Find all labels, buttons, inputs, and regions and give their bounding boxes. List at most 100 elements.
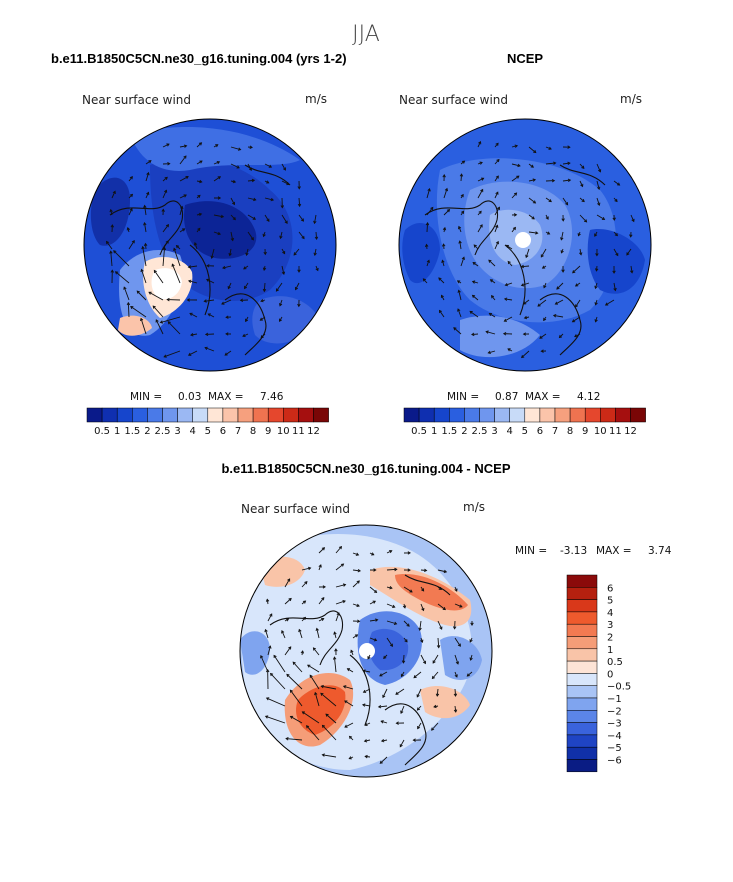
coastline bbox=[269, 574, 451, 766]
field-region bbox=[295, 685, 346, 735]
wind-arrow bbox=[426, 260, 430, 267]
wind-arrowhead bbox=[548, 146, 552, 150]
wind-arrow bbox=[352, 569, 361, 572]
colorbar-tick-label: −1 bbox=[607, 694, 622, 705]
wind-arrow bbox=[281, 248, 286, 254]
wind-arrowhead bbox=[459, 604, 463, 608]
wind-arrow bbox=[545, 197, 552, 203]
wind-arrowhead bbox=[298, 628, 302, 633]
wind-arrow bbox=[110, 251, 113, 267]
wind-arrowhead bbox=[126, 227, 130, 231]
wind-arrowhead bbox=[489, 279, 494, 283]
colorbar-tick-label: −6 bbox=[607, 756, 622, 767]
wind-arrow bbox=[575, 282, 581, 287]
wind-arrowhead bbox=[262, 233, 266, 238]
wind-arrowhead bbox=[301, 235, 305, 240]
wind-arrowhead bbox=[581, 165, 585, 169]
wind-arrow bbox=[511, 145, 518, 148]
wind-arrowhead bbox=[505, 244, 509, 248]
wind-arrowhead bbox=[401, 660, 406, 664]
wind-arrow bbox=[386, 550, 392, 554]
colorbar-swatch bbox=[566, 611, 598, 625]
wind-arrowhead bbox=[514, 144, 519, 148]
wind-arrow bbox=[575, 299, 581, 308]
wind-arrow bbox=[196, 142, 202, 148]
wind-arrow bbox=[364, 739, 371, 742]
wind-arrowhead bbox=[183, 144, 188, 148]
wind-arrow bbox=[521, 350, 530, 358]
wind-arrowhead bbox=[523, 315, 528, 320]
wind-arrowhead bbox=[362, 689, 367, 693]
wind-arrowhead bbox=[416, 694, 420, 698]
wind-arrowhead bbox=[217, 231, 221, 236]
wind-arrowhead bbox=[129, 207, 133, 212]
wind-arrowhead bbox=[517, 163, 521, 168]
wind-arrow bbox=[142, 246, 147, 267]
colorbar-tick-label: 11 bbox=[292, 426, 305, 437]
wind-arrow bbox=[281, 265, 285, 275]
wind-arrowhead bbox=[314, 236, 319, 241]
colorbar-swatch bbox=[101, 407, 118, 423]
wind-arrow bbox=[443, 188, 448, 199]
wind-arrow bbox=[596, 214, 605, 220]
colorbar-swatch bbox=[554, 407, 571, 423]
wind-arrow bbox=[369, 637, 377, 641]
colorbar-swatch bbox=[566, 636, 598, 650]
wind-arrow bbox=[270, 673, 286, 690]
wind-arrowhead bbox=[383, 655, 387, 660]
panel-ncep: NCEP Near surface wind m/s MIN = 0.87 MA… bbox=[398, 51, 652, 437]
wind-arrowhead bbox=[431, 675, 435, 680]
wind-arrow bbox=[491, 295, 496, 301]
wind-arrow bbox=[194, 242, 198, 250]
wind-arrow bbox=[260, 333, 266, 339]
wind-arrow bbox=[511, 163, 521, 167]
wind-arrowhead bbox=[439, 626, 443, 630]
wind-arrowhead bbox=[199, 179, 203, 184]
wind-arrowhead bbox=[495, 175, 499, 179]
wind-arrowhead bbox=[406, 623, 410, 627]
wind-arrowhead bbox=[167, 162, 171, 166]
wind-arrowhead bbox=[245, 252, 249, 257]
colorbar-swatch bbox=[566, 660, 598, 674]
wind-arrowhead bbox=[159, 320, 164, 324]
wind-arrowhead bbox=[321, 724, 326, 728]
max-value: 7.46 bbox=[260, 391, 284, 403]
wind-arrow bbox=[539, 333, 547, 339]
wind-arrowhead bbox=[377, 705, 382, 709]
wind-arrow bbox=[596, 197, 600, 206]
wind-arrowhead bbox=[180, 205, 184, 210]
wind-arrowhead bbox=[412, 738, 416, 742]
variable-label: Near surface wind bbox=[82, 93, 191, 107]
wind-arrowhead bbox=[301, 711, 306, 715]
field-region bbox=[440, 636, 482, 680]
wind-arrowhead bbox=[336, 612, 340, 616]
colorbar: 0.5 1 1.5 2 2.5 3 4 5 6 7 8 9 10 11 12 bbox=[403, 407, 646, 437]
wind-arrow bbox=[521, 282, 530, 286]
wind-arrowhead bbox=[594, 319, 598, 323]
wind-arrowhead bbox=[244, 285, 248, 290]
wind-arrowhead bbox=[163, 354, 167, 358]
colorbar-swatch bbox=[566, 599, 598, 613]
wind-arrow bbox=[505, 282, 513, 286]
wind-arrow bbox=[403, 620, 410, 627]
wind-arrowhead bbox=[245, 318, 249, 323]
wind-arrow bbox=[173, 248, 181, 267]
wind-arrow bbox=[403, 586, 413, 593]
wind-arrow bbox=[213, 231, 221, 235]
wind-arrowhead bbox=[269, 672, 274, 677]
colorbar-tick-label: −3 bbox=[607, 719, 622, 730]
wind-arrowhead bbox=[372, 600, 377, 604]
wind-arrowhead bbox=[407, 551, 411, 555]
wind-arrowhead bbox=[129, 176, 133, 180]
panel-title: b.e11.B1850C5CN.ne30_g16.tuning.004 - NC… bbox=[221, 461, 510, 476]
colorbar-tick-label: 8 bbox=[567, 426, 573, 437]
units-label: m/s bbox=[620, 92, 642, 106]
wind-arrowhead bbox=[469, 657, 473, 661]
wind-arrow bbox=[443, 209, 450, 216]
wind-arrow bbox=[437, 569, 447, 573]
wind-arrowhead bbox=[189, 312, 193, 316]
wind-arrow bbox=[494, 175, 499, 182]
wind-arrow bbox=[613, 180, 620, 186]
wind-arrow bbox=[163, 350, 181, 358]
units-label: m/s bbox=[463, 500, 485, 514]
